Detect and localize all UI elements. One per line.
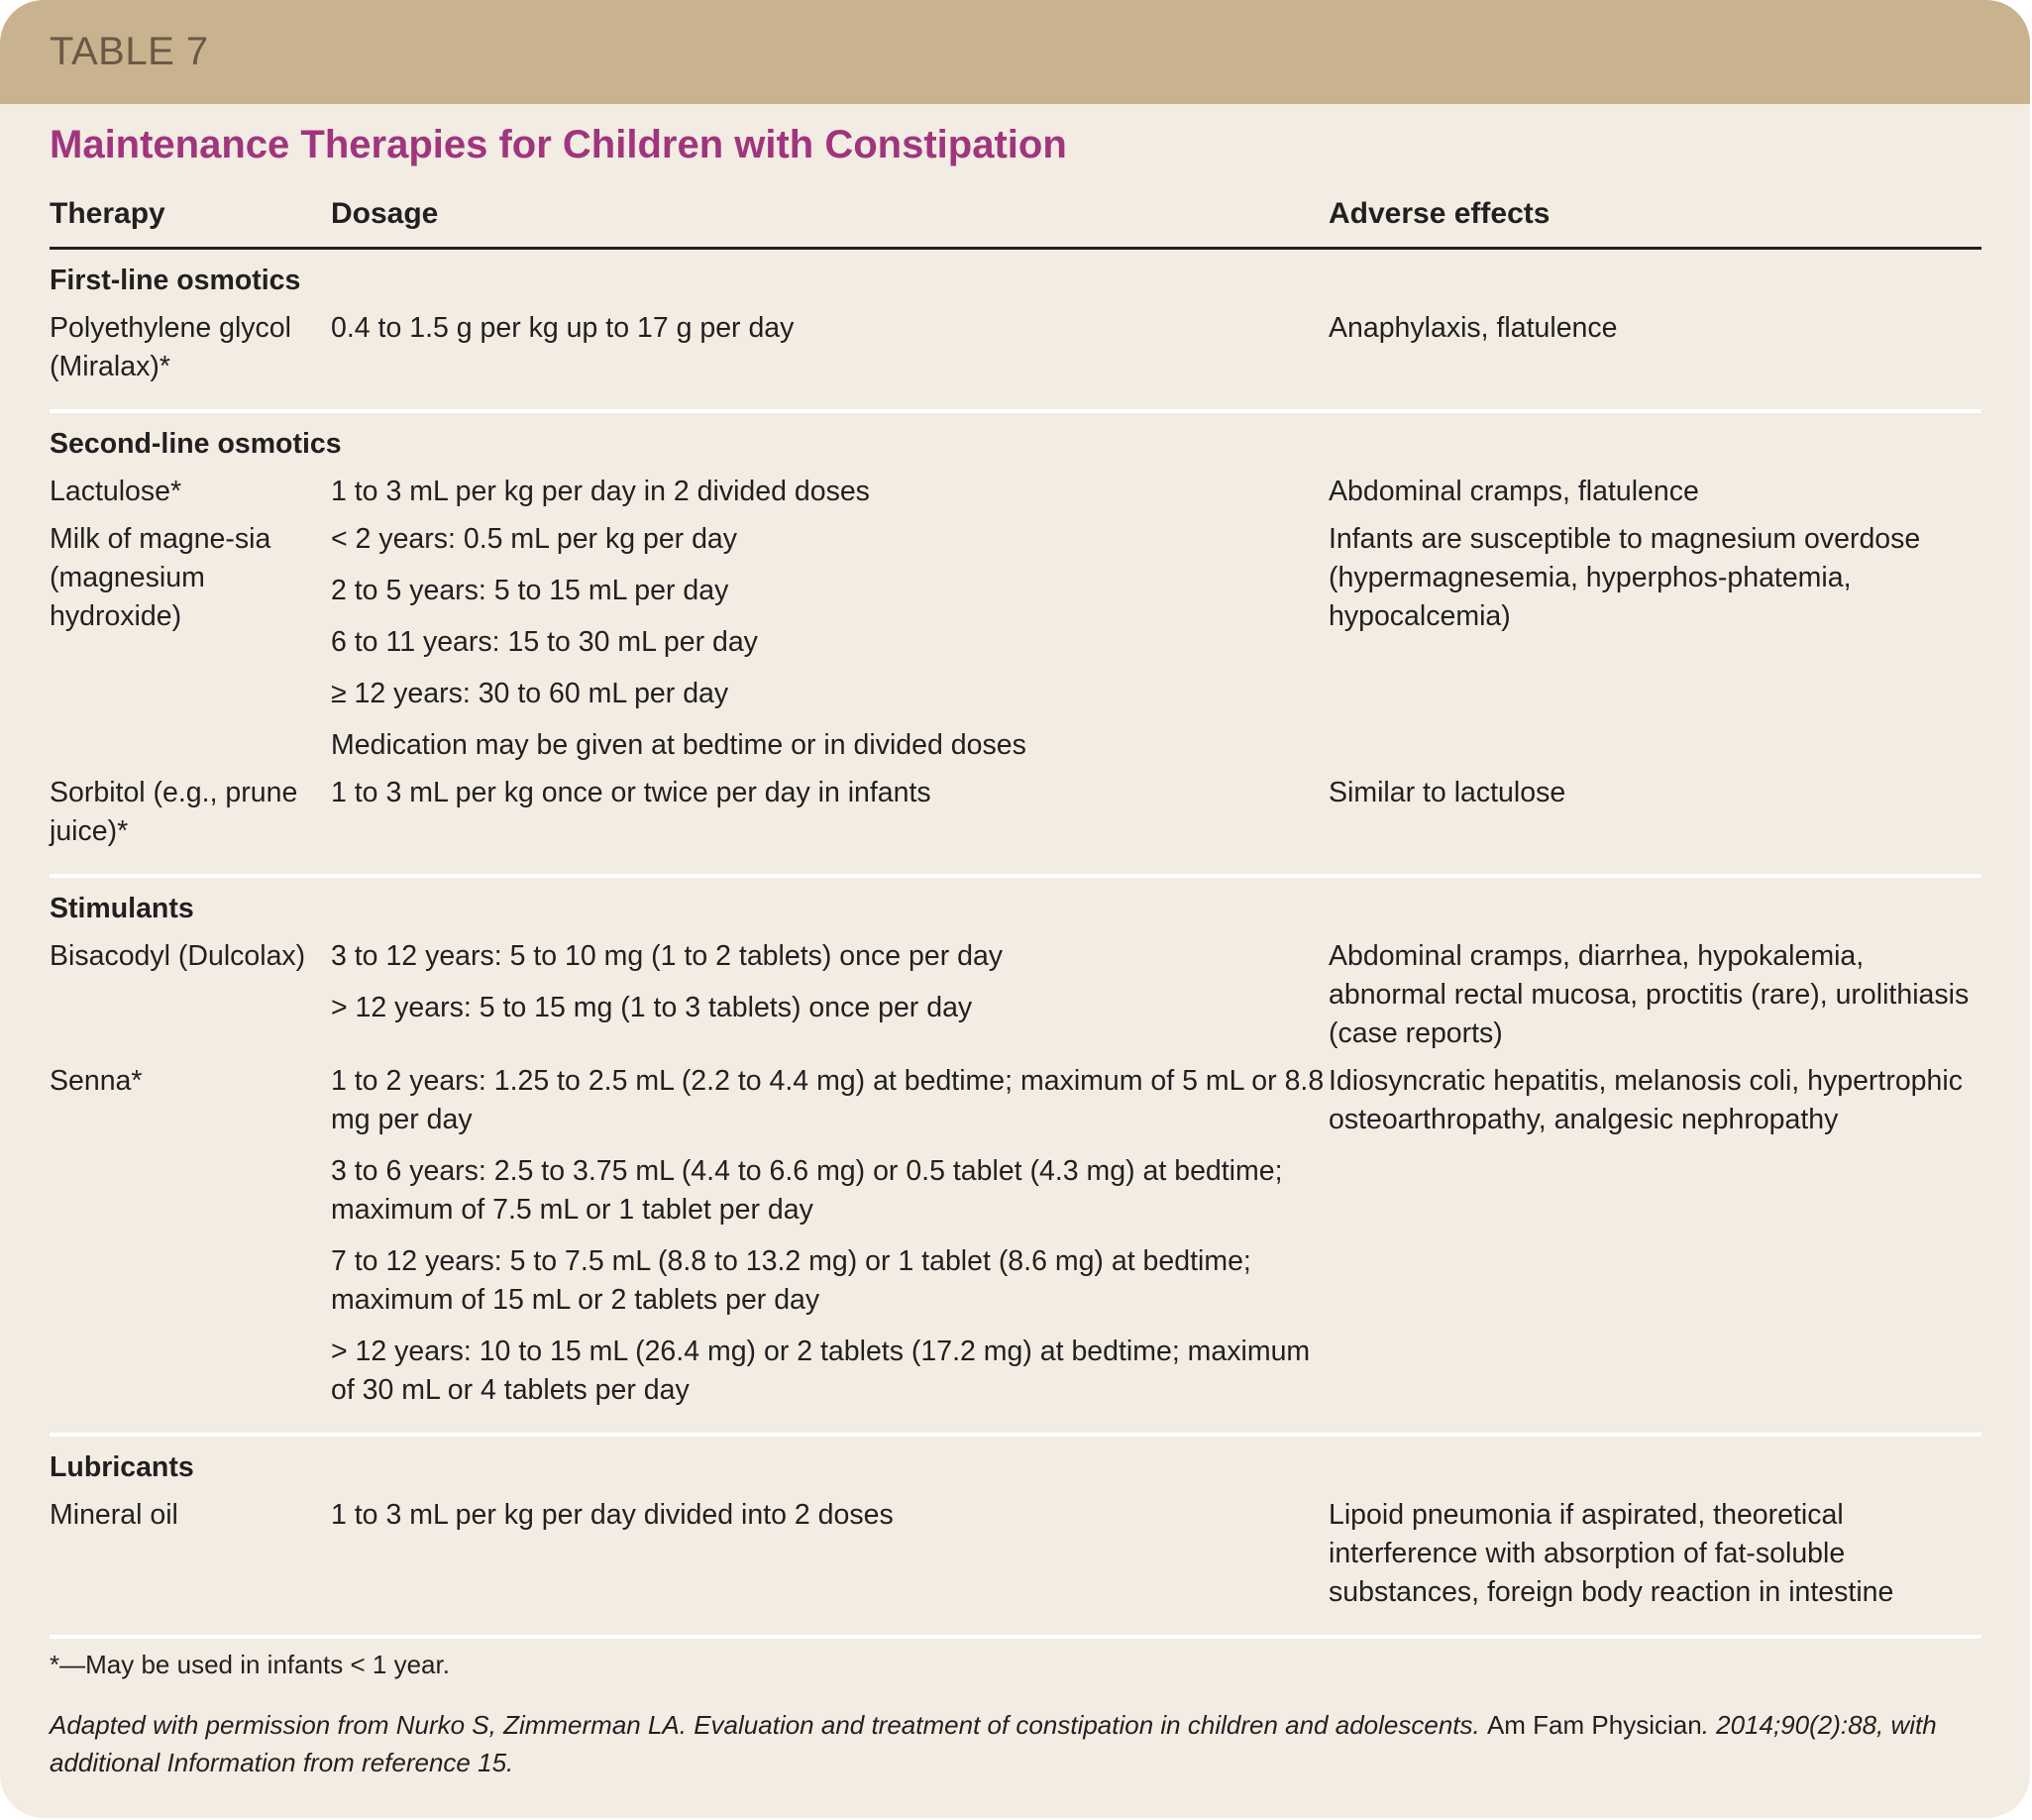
dosage-line: 1 to 3 mL per kg per day divided into 2 … xyxy=(331,1499,894,1531)
therapy-cell: Lactulose* xyxy=(50,476,182,507)
source-journal: Am Fam Physician xyxy=(1486,1710,1702,1740)
adverse-effects-cell: Abdominal cramps, flatulence xyxy=(1329,476,1699,507)
dosage-line: > 12 years: 5 to 15 mg (1 to 3 tablets) … xyxy=(331,992,973,1023)
dosage-line: 1 to 3 mL per kg once or twice per day i… xyxy=(331,777,931,808)
table-label: TABLE 7 xyxy=(50,30,209,73)
adverse-effects-cell: Abdominal cramps, diarrhea, hypokalemia,… xyxy=(1329,940,1970,1049)
dosage-line: 1 to 2 years: 1.25 to 2.5 mL (2.2 to 4.4… xyxy=(331,1065,1325,1135)
table-title: Maintenance Therapies for Children with … xyxy=(50,123,1067,166)
table-label-band: TABLE 7 xyxy=(0,0,2030,104)
dosage-line: 3 to 12 years: 5 to 10 mg (1 to 2 tablet… xyxy=(331,940,1004,972)
table-row: Bisacodyl (Dulcolax) 3 to 12 years: 5 to … xyxy=(50,937,1981,1053)
dosage-cell: 0.4 to 1.5 g per kg up to 17 g per day xyxy=(331,309,1329,386)
section-title: Second-line osmotics xyxy=(50,428,342,460)
column-header-adverse-effects: Adverse effects xyxy=(1329,197,1551,230)
dosage-line: 6 to 11 years: 15 to 30 mL per day xyxy=(331,626,758,658)
therapy-cell: Sorbitol (e.g., prune juice)* xyxy=(50,777,298,847)
adverse-effects-cell: Anaphylaxis, flatulence xyxy=(1329,312,1618,344)
section-title: Stimulants xyxy=(50,893,194,924)
therapy-cell: Polyethylene glycol (Miralax)* xyxy=(50,312,291,382)
table-header: Therapy Dosage Adverse effects xyxy=(50,194,1981,250)
source-note: Adapted with permission from Nurko S, Zi… xyxy=(50,1706,1991,1781)
section-title: Lubricants xyxy=(50,1451,194,1483)
column-header-therapy: Therapy xyxy=(50,197,165,230)
dosage-cell: 3 to 12 years: 5 to 10 mg (1 to 2 tablet… xyxy=(331,937,1329,1053)
table-row: Milk of magne-sia (magnesium hydroxide) <… xyxy=(50,520,1981,765)
dosage-line: 2 to 5 years: 5 to 15 mL per day xyxy=(331,575,729,606)
table-section: Second-line osmotics Lactulose* 1 to 3 mL … xyxy=(50,413,1981,878)
footnote: *—May be used in infants < 1 year. xyxy=(50,1650,450,1679)
adverse-effects-cell: Idiosyncratic hepatitis, melanosis coli,… xyxy=(1329,1065,1963,1135)
dosage-line: 7 to 12 years: 5 to 7.5 mL (8.8 to 13.2 … xyxy=(331,1245,1251,1316)
dosage-cell: < 2 years: 0.5 mL per kg per day 2 to 5 y… xyxy=(331,520,1329,765)
section-title: First-line osmotics xyxy=(50,265,301,296)
dosage-line: ≥ 12 years: 30 to 60 mL per day xyxy=(331,678,729,709)
dosage-cell: 1 to 3 mL per kg per day in 2 divided do… xyxy=(331,473,1329,511)
dosage-line: 0.4 to 1.5 g per kg up to 17 g per day xyxy=(331,312,795,344)
dosage-cell: 1 to 3 mL per kg per day divided into 2 … xyxy=(331,1496,1329,1612)
dosage-line: < 2 years: 0.5 mL per kg per day xyxy=(331,523,738,555)
table-row: Polyethylene glycol (Miralax)* 0.4 to 1.5… xyxy=(50,309,1981,386)
adverse-effects-cell: Infants are susceptible to magnesium ove… xyxy=(1329,523,1921,632)
therapy-cell: Milk of magne-sia (magnesium hydroxide) xyxy=(50,523,271,632)
adverse-effects-cell: Lipoid pneumonia if aspirated, theoretic… xyxy=(1329,1499,1894,1608)
dosage-line: 1 to 3 mL per kg per day in 2 divided do… xyxy=(331,476,870,507)
table-section: Stimulants Bisacodyl (Dulcolax) 3 to 12 ye… xyxy=(50,878,1981,1437)
dosage-cell: 1 to 2 years: 1.25 to 2.5 mL (2.2 to 4.4… xyxy=(331,1062,1329,1410)
source-text: Adapted with permission from Nurko S, Zi… xyxy=(50,1710,1487,1740)
table-row: Lactulose* 1 to 3 mL per kg per day in 2 … xyxy=(50,473,1981,511)
adverse-effects-cell: Similar to lactulose xyxy=(1329,777,1566,808)
therapy-cell: Bisacodyl (Dulcolax) xyxy=(50,940,306,972)
therapy-cell: Mineral oil xyxy=(50,1499,178,1531)
column-header-dosage: Dosage xyxy=(331,197,439,230)
table-row: Senna* 1 to 2 years: 1.25 to 2.5 mL (2.2 … xyxy=(50,1062,1981,1410)
therapy-cell: Senna* xyxy=(50,1065,143,1097)
table-row: Mineral oil 1 to 3 mL per kg per day divi… xyxy=(50,1496,1981,1612)
therapy-table: Therapy Dosage Adverse effects First-lin… xyxy=(50,194,1981,1639)
table-section: Lubricants Mineral oil 1 to 3 mL per kg pe… xyxy=(50,1437,1981,1639)
source-citation: . 2014;90(2):88, with additional Informa… xyxy=(50,1710,1937,1777)
table-section: First-line osmotics Polyethylene glycol (… xyxy=(50,250,1981,413)
dosage-line: Medication may be given at bedtime or in… xyxy=(331,729,1026,761)
dosage-line: 3 to 6 years: 2.5 to 3.75 mL (4.4 to 6.6… xyxy=(331,1155,1283,1226)
dosage-cell: 1 to 3 mL per kg once or twice per day i… xyxy=(331,774,1329,851)
dosage-line: > 12 years: 10 to 15 mL (26.4 mg) or 2 t… xyxy=(331,1336,1311,1406)
table-row: Sorbitol (e.g., prune juice)* 1 to 3 mL p… xyxy=(50,774,1981,851)
